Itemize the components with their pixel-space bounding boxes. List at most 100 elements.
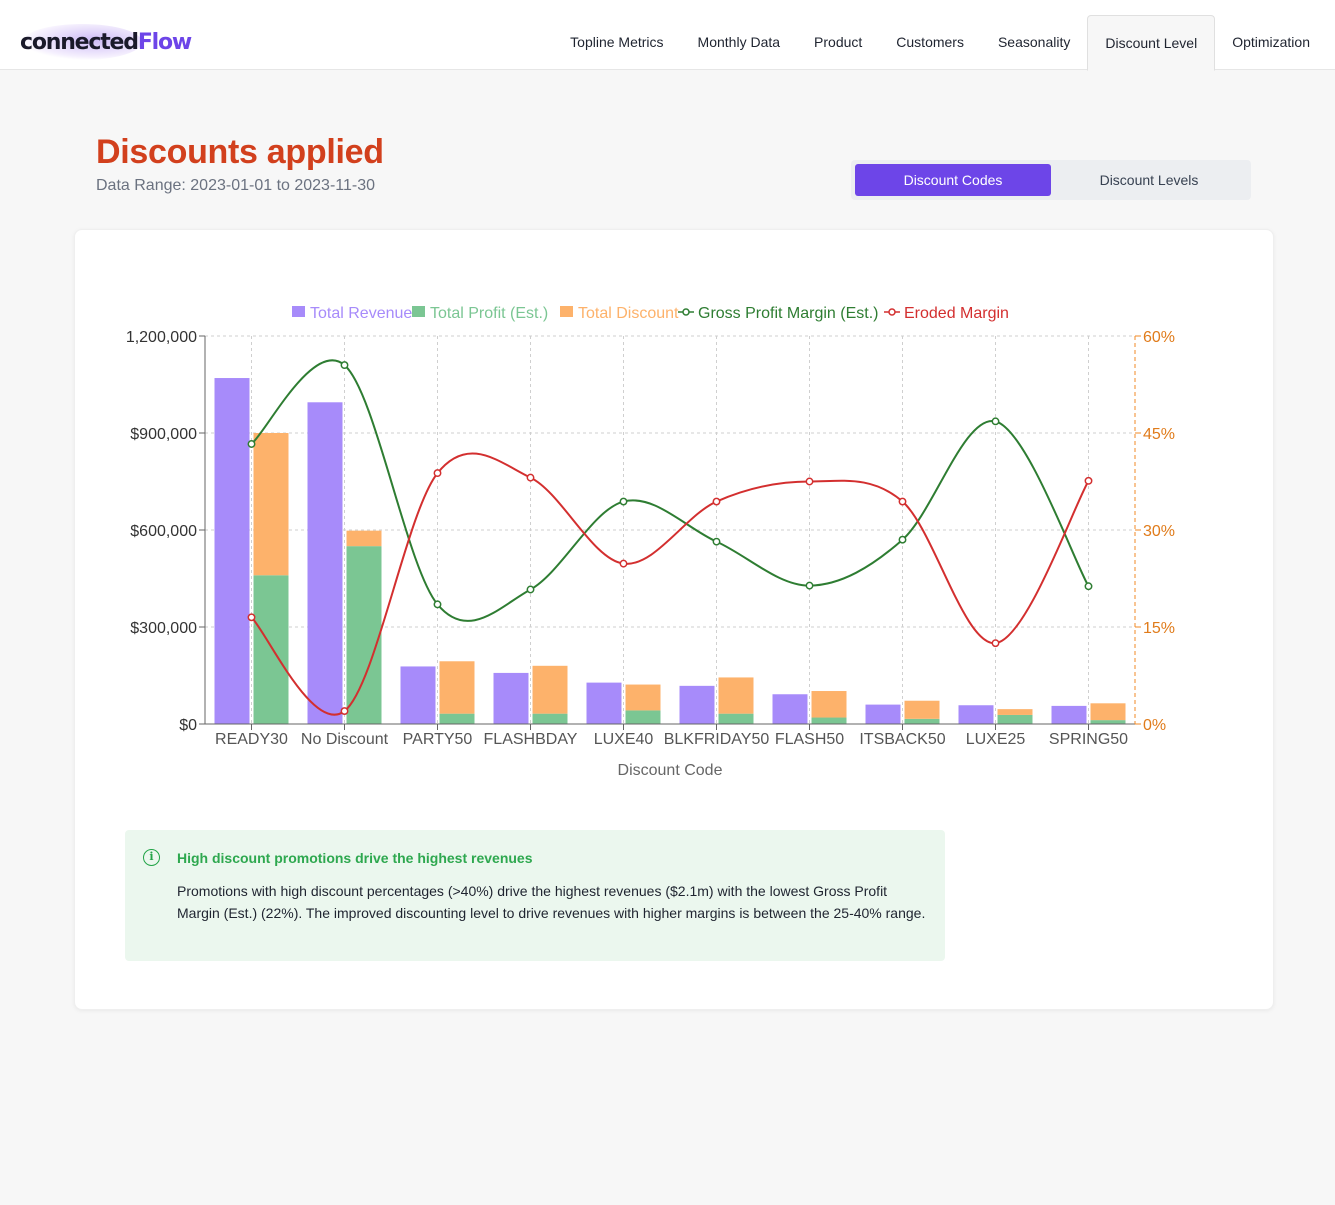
page-title: Discounts applied — [96, 133, 384, 171]
top-navigation-bar: connectedFlow Topline Metrics Monthly Da… — [0, 0, 1335, 71]
insight-title: High discount promotions drive the highe… — [177, 850, 533, 866]
right-axis-tick-label: 60% — [1143, 329, 1175, 346]
legend-label: Gross Profit Margin (Est.) — [698, 305, 878, 322]
bar-total-discount — [253, 433, 289, 576]
gross-profit-margin-point — [991, 417, 1000, 426]
gross-profit-margin-point — [1084, 582, 1093, 591]
x-axis-tick-label: FLASHBDAY — [484, 731, 578, 748]
legend-marker — [888, 308, 896, 316]
gross-profit-margin-point — [898, 535, 907, 544]
legend-swatch — [292, 306, 305, 317]
tab-optimization[interactable]: Optimization — [1232, 34, 1310, 50]
tab-monthly-data[interactable]: Monthly Data — [697, 34, 781, 50]
logo-part-1: connected — [20, 30, 139, 55]
chart-axes: $0 $300,000 $600,000 $900,000 1,200,000 0% 15%… — [126, 329, 1175, 748]
bar-total-profit — [718, 713, 754, 724]
bar-total-profit — [1090, 720, 1126, 724]
bar-total-profit — [532, 713, 568, 724]
gross-profit-margin-point — [433, 600, 442, 609]
bar-total-revenue — [772, 694, 808, 724]
logo-part-2: Flow — [137, 30, 192, 55]
gross-profit-margin-line — [250, 359, 1090, 622]
bar-total-profit — [997, 714, 1033, 724]
x-axis-tick-label: LUXE25 — [966, 731, 1026, 748]
x-axis-tick-label: FLASH50 — [775, 731, 844, 748]
discount-codes-button[interactable]: Discount Codes — [855, 164, 1051, 196]
left-axis-tick-label: $900,000 — [130, 426, 197, 443]
main-nav-tabs: Topline Metrics Monthly Data Product Cus… — [553, 15, 1327, 71]
legend-label: Total Profit (Est.) — [430, 305, 548, 322]
left-axis-tick-label: $0 — [179, 717, 197, 734]
tab-seasonality[interactable]: Seasonality — [997, 34, 1071, 50]
eroded-margin-point — [340, 707, 349, 716]
bar-total-discount — [439, 661, 475, 714]
x-axis-tick-label: READY30 — [215, 731, 288, 748]
bar-total-discount — [997, 709, 1033, 715]
x-axis-tick-label: BLKFRIDAY50 — [664, 731, 770, 748]
left-axis-tick-label: 1,200,000 — [126, 329, 197, 346]
legend-swatch — [412, 306, 425, 317]
insight-body: Promotions with high discount percentage… — [177, 883, 926, 921]
tab-product[interactable]: Product — [814, 34, 863, 50]
chart-card: $0 $300,000 $600,000 $900,000 1,200,000 0% 15%… — [74, 229, 1274, 1010]
discount-levels-button[interactable]: Discount Levels — [1099, 172, 1199, 188]
bar-total-revenue — [586, 682, 622, 724]
tab-customers[interactable]: Customers — [896, 34, 964, 50]
x-axis-tick-label: SPRING50 — [1049, 731, 1128, 748]
legend-label: Total Revenue — [310, 305, 412, 322]
bar-total-discount — [904, 700, 940, 719]
legend-label: Total Discount — [578, 305, 679, 322]
gross-profit-margin-point — [340, 361, 349, 370]
eroded-margin-point — [805, 477, 814, 486]
tab-topline-metrics[interactable]: Topline Metrics — [570, 34, 664, 50]
bar-total-profit — [253, 575, 289, 724]
left-axis-tick-label: $600,000 — [130, 523, 197, 540]
gross-profit-margin-point — [526, 585, 535, 594]
x-axis-tick-label: ITSBACK50 — [859, 731, 945, 748]
bar-total-revenue — [1051, 705, 1087, 724]
right-axis-tick-label: 0% — [1143, 717, 1166, 734]
gross-profit-margin-point — [247, 440, 256, 448]
eroded-margin-point — [1084, 476, 1093, 485]
left-axis-tick-label: $300,000 — [130, 620, 197, 637]
bar-total-profit — [346, 546, 382, 724]
eroded-margin-point — [433, 469, 442, 478]
right-axis-tick-label: 45% — [1143, 426, 1175, 443]
bar-total-discount — [532, 665, 568, 714]
insight-callout: i High discount promotions drive the hig… — [125, 830, 945, 961]
bar-total-revenue — [400, 666, 436, 724]
bar-total-discount — [346, 530, 382, 547]
bar-total-profit — [625, 710, 661, 724]
right-axis-tick-label: 15% — [1143, 620, 1175, 637]
bar-total-profit — [811, 717, 847, 724]
bar-total-discount — [1090, 703, 1126, 721]
bar-total-profit — [904, 718, 940, 724]
eroded-margin-point — [712, 497, 721, 506]
bar-total-revenue — [958, 705, 994, 724]
gross-profit-margin-point — [805, 581, 814, 590]
x-axis-tick-label: PARTY50 — [403, 731, 473, 748]
connectedflow-logo[interactable]: connectedFlow — [20, 24, 192, 64]
bar-total-revenue — [865, 704, 901, 724]
right-axis-tick-label: 30% — [1143, 523, 1175, 540]
gross-profit-margin-point — [619, 497, 628, 506]
bar-total-discount — [811, 691, 847, 718]
bar-total-revenue — [679, 685, 715, 724]
eroded-margin-point — [247, 613, 256, 622]
eroded-margin-point — [991, 639, 1000, 648]
tab-discount-level[interactable]: Discount Level — [1087, 15, 1216, 71]
legend-marker — [682, 308, 690, 316]
eroded-margin-point — [619, 559, 628, 568]
bar-total-revenue — [307, 402, 343, 724]
chart-lines — [247, 359, 1093, 716]
x-axis-tick-label: No Discount — [301, 731, 389, 748]
eroded-margin-point — [898, 497, 907, 506]
eroded-margin-point — [526, 473, 535, 482]
bar-total-discount — [718, 677, 754, 714]
eroded-margin-line — [250, 452, 1090, 716]
chart-bars — [214, 378, 1126, 724]
legend-swatch — [560, 306, 573, 317]
bar-total-profit — [439, 713, 475, 724]
x-axis-title: Discount Code — [618, 762, 723, 779]
chart-grid — [205, 335, 1135, 725]
